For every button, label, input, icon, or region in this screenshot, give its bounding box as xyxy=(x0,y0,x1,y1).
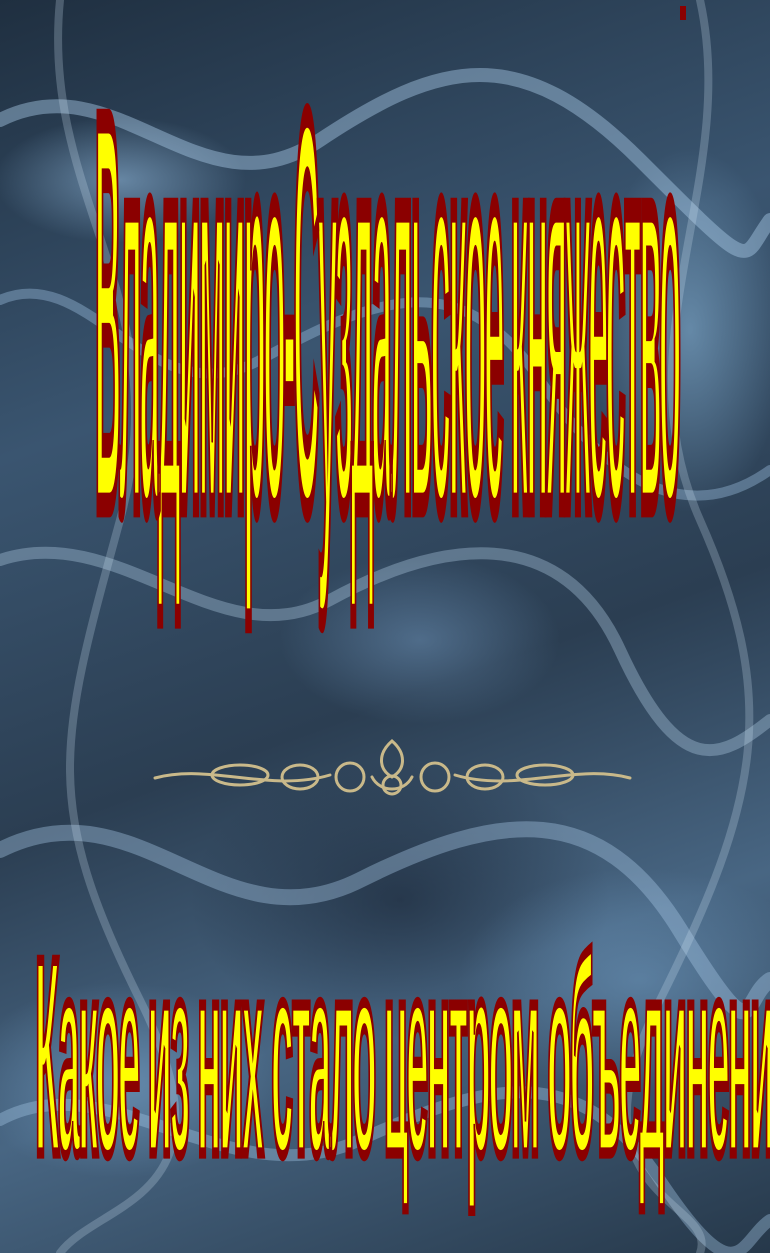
question-text: Какое из них стало центром объединения з… xyxy=(34,908,770,1216)
question-heading: Какое из них стало центром объединения з… xyxy=(0,900,770,1230)
ornamental-scroll-divider-icon xyxy=(153,739,632,796)
statement-text: Владимиро-Суздальское княжество xyxy=(94,0,682,629)
accent-mark xyxy=(680,6,686,20)
statement-heading: Владимиро-Суздальское княжество xyxy=(94,0,682,629)
